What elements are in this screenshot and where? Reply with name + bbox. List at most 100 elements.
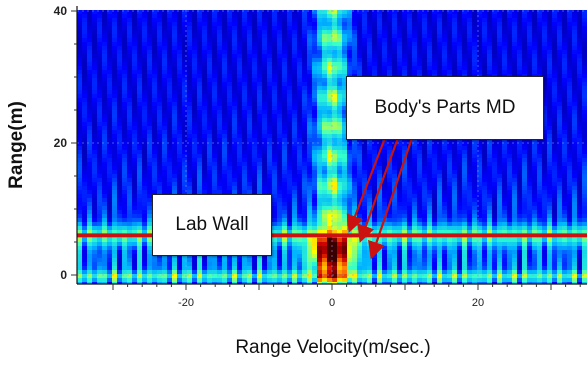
heatmap-cell [167,82,173,87]
heatmap-cell [332,18,338,23]
heatmap-cell [137,170,143,175]
heatmap-cell [377,194,383,199]
heatmap-cell [247,182,253,187]
heatmap-cell [412,70,418,75]
heatmap-cell [507,14,513,19]
heatmap-cell [297,34,303,39]
heatmap-cell [412,66,418,71]
heatmap-cell [302,202,308,207]
heatmap-cell [427,70,433,75]
heatmap-cell [322,102,328,107]
heatmap-cell [292,74,298,79]
heatmap-cell [552,62,558,67]
heatmap-cell [312,30,318,35]
heatmap-cell [447,202,453,207]
heatmap-cell [182,126,188,131]
heatmap-cell [302,166,308,171]
heatmap-cell [437,190,443,195]
heatmap-cell [367,14,373,19]
heatmap-cell [547,178,553,183]
heatmap-cell [377,178,383,183]
heatmap-cell [422,26,428,31]
heatmap-cell [512,30,518,35]
heatmap-cell [212,110,218,115]
heatmap-cell [297,186,303,191]
heatmap-cell [132,38,138,43]
heatmap-cell [562,54,568,59]
heatmap-cell [167,18,173,23]
heatmap-cell [127,182,133,187]
heatmap-cell [237,82,243,87]
heatmap-cell [247,130,253,135]
heatmap-cell [407,70,413,75]
heatmap-cell [202,158,208,163]
heatmap-cell [372,154,378,159]
heatmap-cell [512,38,518,43]
heatmap-cell [272,138,278,143]
heatmap-cell [162,114,168,119]
heatmap-cell [542,178,548,183]
heatmap-cell [127,42,133,47]
heatmap-cell [127,190,133,195]
heatmap-cell [512,190,518,195]
heatmap-cell [287,186,293,191]
heatmap-cell [147,18,153,23]
heatmap-cell [87,110,93,115]
heatmap-cell [227,190,233,195]
heatmap-cell [267,18,273,23]
heatmap-cell [342,22,348,27]
heatmap-cell [137,70,143,75]
heatmap-cell [332,54,338,59]
heatmap-cell [192,130,198,135]
heatmap-cell [167,74,173,79]
heatmap-cell [492,54,498,59]
heatmap-cell [317,74,323,79]
heatmap-cell [477,174,483,179]
heatmap-cell [217,22,223,27]
heatmap-cell [137,74,143,79]
heatmap-cell [212,30,218,35]
heatmap-cell [452,154,458,159]
heatmap-cell [102,186,108,191]
heatmap-cell [572,94,578,99]
heatmap-cell [187,122,193,127]
heatmap-cell [567,198,573,203]
heatmap-cell [197,170,203,175]
heatmap-cell [222,154,228,159]
heatmap-cell [577,186,583,191]
heatmap-cell [102,86,108,91]
heatmap-cell [112,82,118,87]
heatmap-cell [77,162,83,167]
heatmap-cell [547,18,553,23]
heatmap-cell [467,58,473,63]
heatmap-cell [192,90,198,95]
heatmap-cell [317,26,323,31]
heatmap-cell [527,146,533,151]
heatmap-cell [167,70,173,75]
heatmap-cell [547,66,553,71]
heatmap-cell [382,46,388,51]
heatmap-cell [352,54,358,59]
heatmap-cell [517,182,523,187]
heatmap-cell [307,186,313,191]
heatmap-cell [77,142,83,147]
heatmap-cell [252,26,258,31]
heatmap-cell [207,58,213,63]
heatmap-cell [317,118,323,123]
heatmap-cell [322,110,328,115]
heatmap-cell [507,66,513,71]
heatmap-cell [87,150,93,155]
heatmap-cell [227,18,233,23]
heatmap-cell [467,38,473,43]
heatmap-cell [127,170,133,175]
heatmap-cell [142,106,148,111]
heatmap-cell [342,38,348,43]
heatmap-cell [237,86,243,91]
heatmap-cell [152,126,158,131]
heatmap-cell [542,190,548,195]
heatmap-cell [492,154,498,159]
heatmap-cell [452,174,458,179]
heatmap-cell [177,74,183,79]
heatmap-cell [107,126,113,131]
heatmap-cell [577,50,583,55]
